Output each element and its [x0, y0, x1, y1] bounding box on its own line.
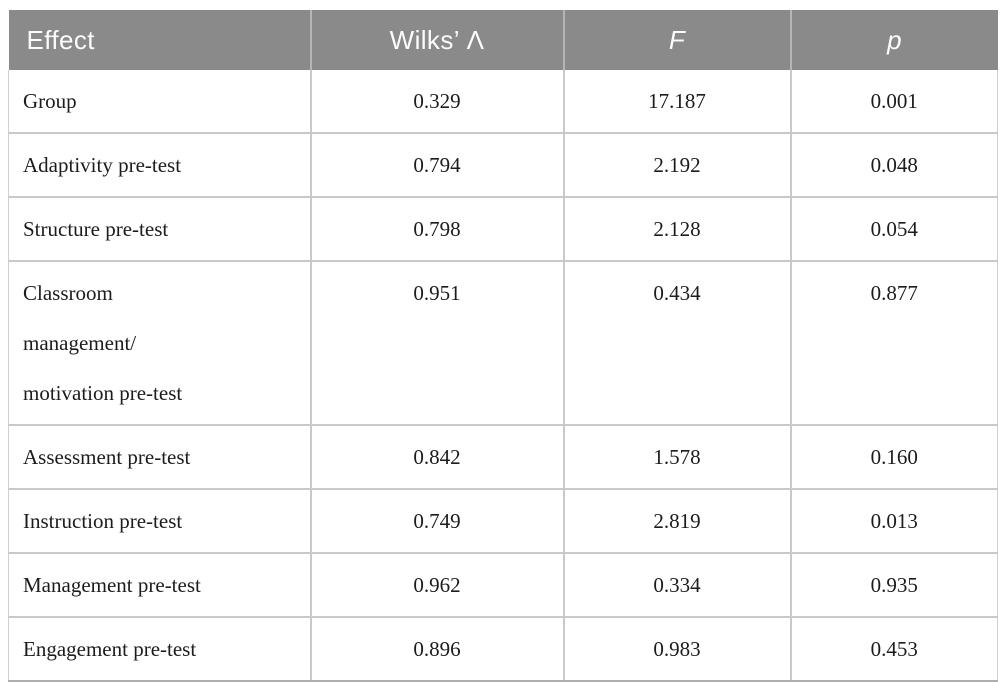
p-cell: 0.877: [789, 260, 998, 425]
column-header-f: F: [562, 10, 791, 70]
p-cell: 0.001: [789, 70, 998, 133]
table-figure: Effect Wilks’ Λ F p Group 0.329 17.187 0…: [8, 10, 998, 682]
table-row: Classroom management/ motivation pre-tes…: [8, 260, 998, 425]
table-row: Management pre-test 0.962 0.334 0.935: [8, 552, 998, 617]
p-cell: 0.453: [789, 616, 998, 682]
effect-cell: Management pre-test: [8, 552, 311, 617]
effect-cell: Adaptivity pre-test: [8, 132, 311, 197]
wilks-cell: 0.794: [309, 132, 564, 197]
wilks-cell: 0.842: [309, 424, 564, 489]
wilks-cell: 0.962: [309, 552, 564, 617]
table-row: Adaptivity pre-test 0.794 2.192 0.048: [8, 132, 998, 197]
column-header-wilks-lambda: Wilks’ Λ: [309, 10, 564, 70]
f-cell: 1.578: [562, 424, 791, 489]
table-row: Group 0.329 17.187 0.001: [8, 70, 998, 133]
table-body: Group 0.329 17.187 0.001 Adaptivity pre-…: [8, 70, 998, 682]
effect-cell: Assessment pre-test: [8, 424, 311, 489]
wilks-cell: 0.798: [309, 196, 564, 261]
wilks-cell: 0.896: [309, 616, 564, 682]
f-cell: 0.983: [562, 616, 791, 682]
table-row: Structure pre-test 0.798 2.128 0.054: [8, 196, 998, 261]
p-cell: 0.054: [789, 196, 998, 261]
manova-results-table: Effect Wilks’ Λ F p Group 0.329 17.187 0…: [8, 10, 998, 682]
f-cell: 0.434: [562, 260, 791, 425]
table-row: Instruction pre-test 0.749 2.819 0.013: [8, 488, 998, 553]
column-header-p: p: [789, 10, 998, 70]
column-header-effect: Effect: [8, 10, 311, 70]
p-cell: 0.160: [789, 424, 998, 489]
f-cell: 2.128: [562, 196, 791, 261]
p-cell: 0.935: [789, 552, 998, 617]
f-cell: 17.187: [562, 70, 791, 133]
p-cell: 0.013: [789, 488, 998, 553]
effect-cell: Structure pre-test: [8, 196, 311, 261]
f-cell: 2.192: [562, 132, 791, 197]
wilks-cell: 0.951: [309, 260, 564, 425]
p-cell: 0.048: [789, 132, 998, 197]
table-header: Effect Wilks’ Λ F p: [8, 10, 998, 70]
effect-cell: Group: [8, 70, 311, 133]
wilks-cell: 0.749: [309, 488, 564, 553]
wilks-cell: 0.329: [309, 70, 564, 133]
header-row: Effect Wilks’ Λ F p: [8, 10, 998, 70]
effect-cell: Engagement pre-test: [8, 616, 311, 682]
f-cell: 0.334: [562, 552, 791, 617]
f-cell: 2.819: [562, 488, 791, 553]
table-row: Engagement pre-test 0.896 0.983 0.453: [8, 616, 998, 682]
effect-cell: Classroom management/ motivation pre-tes…: [8, 260, 311, 425]
effect-cell: Instruction pre-test: [8, 488, 311, 553]
table-row: Assessment pre-test 0.842 1.578 0.160: [8, 424, 998, 489]
